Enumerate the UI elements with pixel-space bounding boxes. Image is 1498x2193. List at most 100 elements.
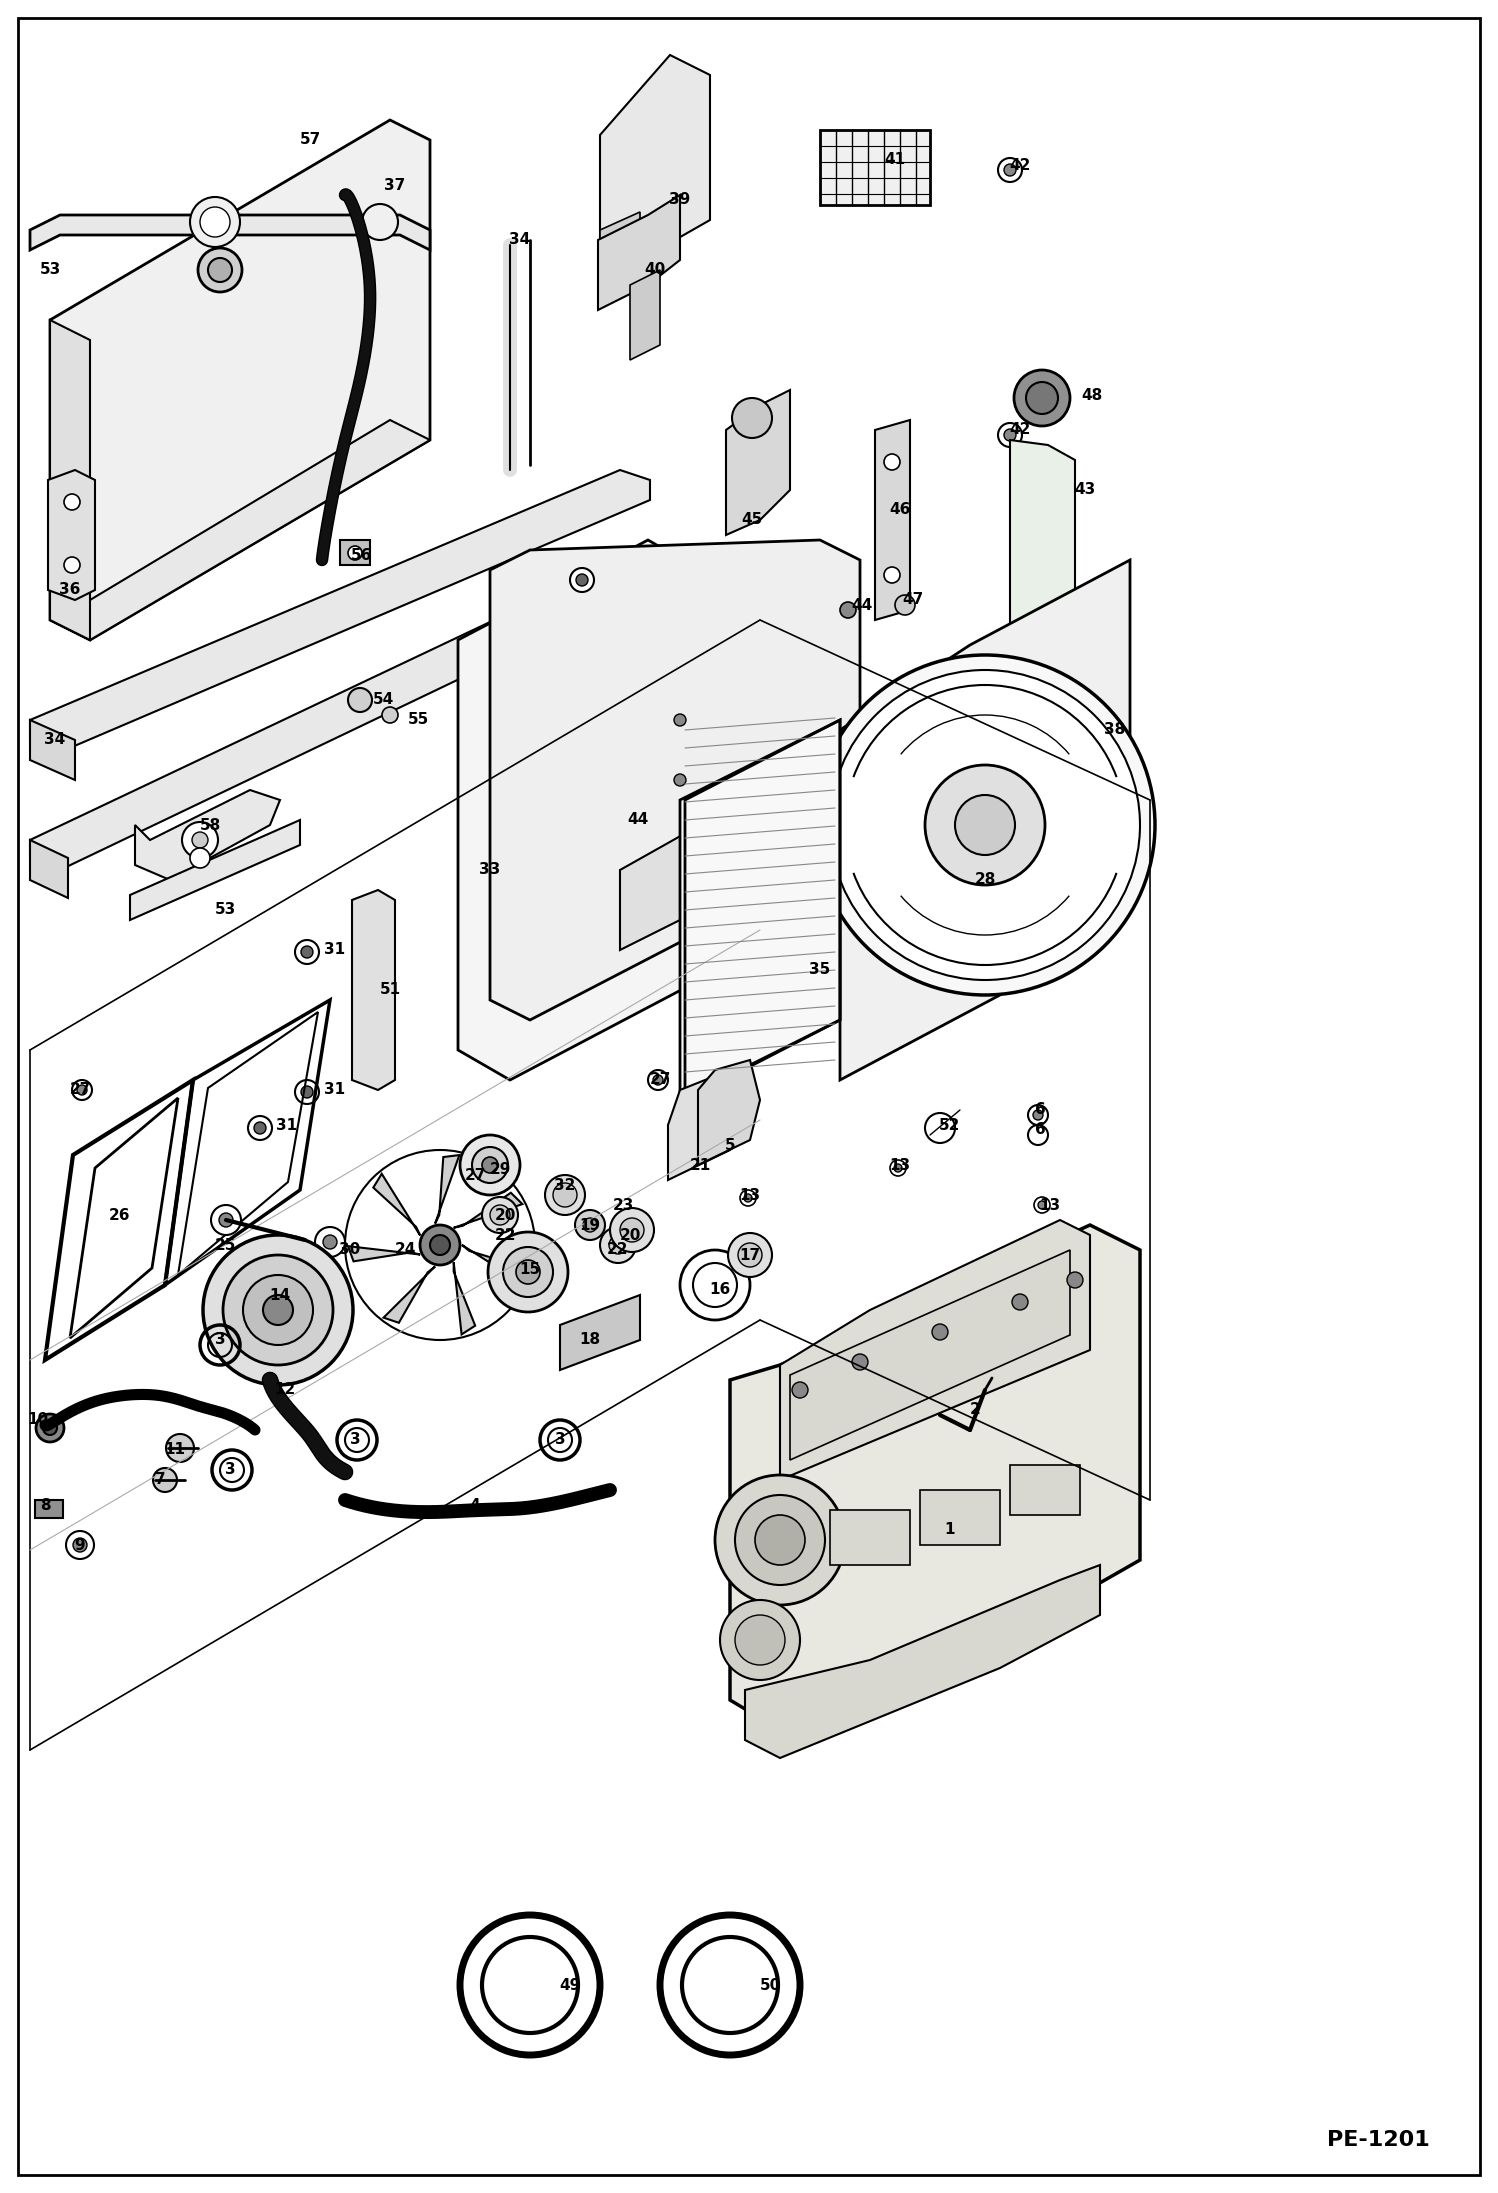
Text: PE-1201: PE-1201	[1327, 2129, 1431, 2149]
Bar	[920, 1489, 1001, 1546]
Circle shape	[72, 1079, 91, 1101]
Text: 57: 57	[300, 132, 321, 147]
Text: 28: 28	[974, 873, 996, 888]
Circle shape	[745, 1193, 752, 1202]
Circle shape	[715, 1476, 845, 1605]
Bar	[34, 1500, 63, 1518]
Text: 23: 23	[613, 1197, 634, 1213]
Polygon shape	[745, 1566, 1100, 1759]
Circle shape	[1095, 730, 1106, 739]
Circle shape	[1038, 1202, 1046, 1208]
Text: 53: 53	[39, 263, 60, 279]
Circle shape	[830, 671, 1140, 980]
Text: 2: 2	[969, 1404, 980, 1417]
Circle shape	[610, 1237, 628, 1254]
Circle shape	[1004, 164, 1016, 175]
Text: 33: 33	[479, 862, 500, 877]
Text: 29: 29	[490, 1162, 511, 1178]
Polygon shape	[348, 1246, 419, 1261]
Circle shape	[315, 1228, 345, 1257]
Text: 24: 24	[394, 1243, 415, 1257]
Text: 31: 31	[325, 943, 346, 958]
Text: 18: 18	[580, 1333, 601, 1347]
Circle shape	[1026, 382, 1058, 414]
Text: 39: 39	[670, 193, 691, 208]
Circle shape	[255, 1123, 267, 1134]
Text: 47: 47	[902, 592, 924, 607]
Text: 58: 58	[199, 818, 220, 833]
Circle shape	[884, 454, 900, 469]
Polygon shape	[30, 469, 650, 750]
Polygon shape	[135, 789, 280, 879]
Circle shape	[223, 1254, 333, 1364]
Text: 30: 30	[340, 1243, 361, 1257]
Text: 37: 37	[385, 178, 406, 193]
Circle shape	[470, 1171, 481, 1180]
Text: 32: 32	[554, 1178, 575, 1193]
Circle shape	[736, 1614, 785, 1664]
Circle shape	[482, 1158, 497, 1173]
Circle shape	[166, 1434, 195, 1463]
Text: 36: 36	[60, 583, 81, 596]
Text: 38: 38	[1104, 721, 1125, 737]
Text: 4: 4	[470, 1498, 481, 1513]
Bar	[340, 539, 370, 566]
Bar	[830, 1511, 909, 1566]
Circle shape	[208, 259, 232, 283]
Text: 11: 11	[165, 1443, 186, 1458]
Text: 9: 9	[75, 1537, 85, 1553]
Text: 27: 27	[649, 1072, 671, 1088]
Circle shape	[301, 1086, 313, 1099]
Circle shape	[472, 1147, 508, 1182]
Text: 48: 48	[1082, 388, 1103, 404]
Text: 22: 22	[494, 1228, 515, 1243]
Polygon shape	[560, 1296, 640, 1371]
Text: 20: 20	[494, 1208, 515, 1222]
Circle shape	[190, 197, 240, 248]
Polygon shape	[601, 213, 640, 281]
Circle shape	[956, 796, 1016, 855]
Text: 5: 5	[725, 1138, 736, 1154]
Text: 25: 25	[214, 1237, 235, 1252]
Circle shape	[363, 204, 398, 239]
Text: 44: 44	[628, 811, 649, 827]
Text: 3: 3	[214, 1333, 225, 1347]
Circle shape	[792, 1382, 807, 1397]
Text: 21: 21	[689, 1158, 710, 1173]
Circle shape	[301, 945, 313, 958]
Text: 43: 43	[1074, 482, 1095, 498]
Text: 56: 56	[352, 548, 373, 561]
Circle shape	[201, 206, 231, 237]
Polygon shape	[30, 719, 75, 781]
Circle shape	[840, 603, 855, 618]
Circle shape	[295, 1079, 319, 1103]
Circle shape	[1004, 430, 1016, 441]
Circle shape	[482, 1197, 518, 1232]
Circle shape	[721, 1601, 800, 1680]
Circle shape	[64, 557, 79, 572]
Circle shape	[503, 1248, 553, 1296]
Polygon shape	[49, 320, 90, 640]
Polygon shape	[631, 270, 661, 360]
Circle shape	[219, 1213, 234, 1228]
Text: 53: 53	[214, 904, 235, 917]
Circle shape	[577, 575, 589, 586]
Text: 3: 3	[554, 1432, 565, 1447]
Polygon shape	[840, 559, 1129, 1079]
Polygon shape	[434, 1156, 460, 1224]
Circle shape	[653, 1075, 664, 1086]
Polygon shape	[454, 1263, 475, 1333]
Text: 41: 41	[884, 154, 906, 167]
Text: 19: 19	[580, 1217, 601, 1232]
Circle shape	[515, 1261, 539, 1283]
Circle shape	[575, 1211, 605, 1239]
Polygon shape	[780, 1219, 1091, 1480]
Polygon shape	[1010, 441, 1076, 680]
Bar	[1010, 1465, 1080, 1515]
Circle shape	[932, 1325, 948, 1340]
Polygon shape	[30, 623, 520, 871]
Circle shape	[466, 1164, 485, 1184]
Circle shape	[728, 1232, 771, 1276]
Circle shape	[153, 1467, 177, 1491]
Polygon shape	[461, 1246, 524, 1283]
